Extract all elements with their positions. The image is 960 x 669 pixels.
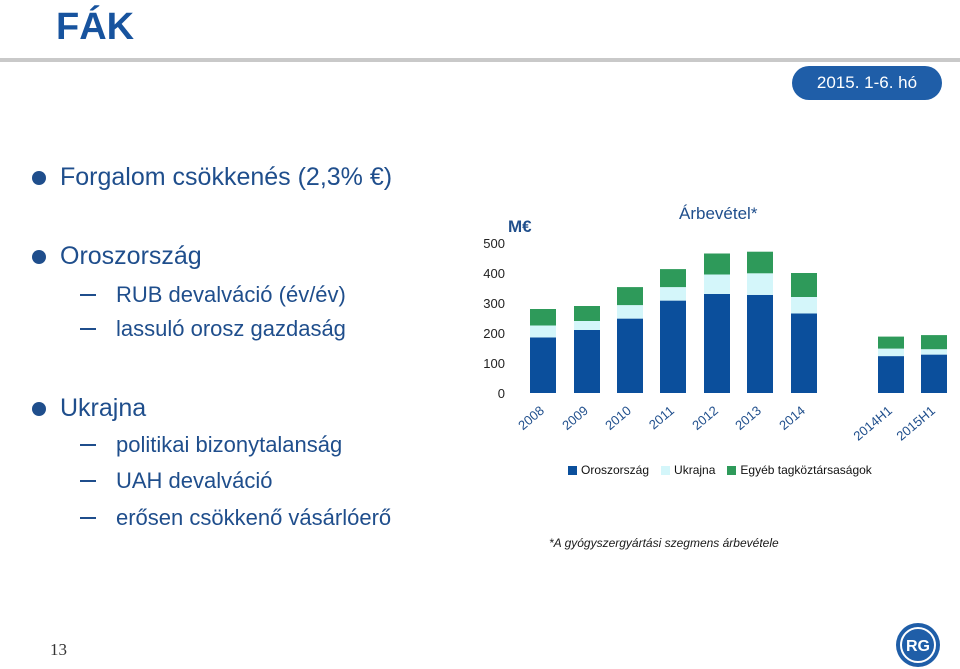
x-tick-label: 2015H1 — [893, 403, 938, 444]
x-tick-label: 2008 — [515, 403, 547, 433]
dash-marker — [80, 328, 96, 330]
bar-other — [747, 251, 773, 274]
bullet-label: Oroszország — [60, 242, 202, 270]
x-tick-label: 2011 — [646, 403, 677, 432]
legend-item: Egyéb tagköztársaságok — [727, 463, 872, 477]
bullet-dot — [32, 401, 46, 416]
legend-label: Oroszország — [581, 463, 650, 477]
sub-bullet: politikai bizonytalanság — [80, 432, 342, 458]
sub-bullet: RUB devalváció (év/év) — [80, 282, 346, 308]
x-tick-label: 2010 — [602, 403, 634, 433]
legend-swatch-russia — [568, 465, 577, 475]
bar-russia — [660, 300, 686, 393]
sub-bullet: lassuló orosz gazdaság — [80, 316, 346, 342]
bar-other — [704, 253, 730, 275]
legend-label: Ukrajna — [674, 463, 716, 477]
bullet-label: Forgalom csökkenés (2,3% €) — [60, 163, 393, 191]
x-tick-label: 2012 — [689, 403, 721, 433]
page-number: 13 — [50, 640, 67, 659]
bar-russia — [791, 313, 817, 393]
y-tick-label: 200 — [483, 326, 505, 341]
bar-russia — [617, 318, 643, 393]
sub-bullet-label: UAH devalváció — [116, 468, 273, 493]
bar-other — [617, 287, 643, 306]
logo-circle — [896, 623, 940, 667]
dash-marker — [80, 517, 96, 519]
bar-other — [791, 273, 817, 297]
sub-bullet-label: lassuló orosz gazdaság — [116, 316, 346, 341]
bar-ukraine — [791, 297, 817, 314]
bar-ukraine — [530, 325, 556, 338]
legend-item: Ukrajna — [661, 463, 715, 477]
legend-label: Egyéb tagköztársaságok — [740, 463, 872, 477]
chart-title: Árbevétel* — [679, 204, 758, 223]
chart-legend: Oroszország Ukrajna Egyéb tagköztársaság… — [568, 463, 884, 477]
bar-russia — [921, 354, 947, 393]
company-logo: RG — [896, 623, 940, 667]
y-tick-label: 400 — [483, 266, 505, 281]
bullet-dot — [32, 170, 46, 185]
x-tick-label: 2013 — [732, 403, 764, 433]
bullet-sales: Forgalom csökkenés (2,3% €) — [32, 163, 392, 192]
bar-ukraine — [704, 274, 730, 294]
bar-other — [660, 269, 686, 288]
bar-ukraine — [574, 321, 600, 330]
page-title: FÁK — [56, 6, 135, 48]
bar-ukraine — [617, 305, 643, 319]
sub-bullet-label: RUB devalváció (év/év) — [116, 282, 346, 307]
bar-russia — [878, 356, 904, 393]
bar-ukraine — [747, 273, 773, 295]
logo-ring — [900, 627, 936, 663]
x-tick-label: 2009 — [559, 403, 591, 433]
dash-marker — [80, 480, 96, 482]
bar-russia — [574, 330, 600, 393]
bar-russia — [704, 294, 730, 393]
sub-bullet: UAH devalváció — [80, 468, 273, 494]
chart-footnote: *A gyógyszergyártási szegmens árbevétele — [549, 536, 779, 550]
bullet-label: Ukrajna — [60, 394, 147, 422]
bar-other — [530, 309, 556, 326]
legend-swatch-other — [727, 465, 737, 475]
title-divider — [0, 58, 960, 62]
x-tick-label: 2014H1 — [850, 403, 895, 444]
dash-marker — [80, 294, 96, 296]
bar-ukraine — [660, 287, 686, 301]
x-tick-label: 2014 — [776, 403, 808, 433]
date-badge: 2015. 1-6. hó — [792, 66, 942, 100]
logo-text: RG — [906, 638, 930, 655]
y-tick-label: 300 — [483, 296, 505, 311]
sub-bullet-label: politikai bizonytalanság — [116, 432, 343, 457]
y-tick-label: 500 — [483, 236, 505, 251]
y-tick-label: 0 — [498, 386, 505, 401]
bar-russia — [530, 337, 556, 393]
dash-marker — [80, 444, 96, 446]
bullet-russia: Oroszország — [32, 242, 202, 271]
bar-other — [921, 335, 947, 350]
sub-bullet: erősen csökkenő vásárlóerő — [80, 505, 391, 531]
bullet-ukraine: Ukrajna — [32, 394, 146, 423]
bar-ukraine — [921, 349, 947, 355]
y-tick-label: 100 — [483, 356, 505, 371]
sub-bullet-label: erősen csökkenő vásárlóerő — [116, 505, 392, 530]
bar-other — [574, 306, 600, 321]
bar-ukraine — [878, 348, 904, 357]
bar-other — [878, 336, 904, 349]
legend-item: Oroszország — [568, 463, 649, 477]
bar-russia — [747, 294, 773, 393]
bullet-dot — [32, 249, 46, 264]
legend-swatch-ukraine — [661, 465, 671, 475]
y-axis-unit: M€ — [508, 217, 532, 236]
